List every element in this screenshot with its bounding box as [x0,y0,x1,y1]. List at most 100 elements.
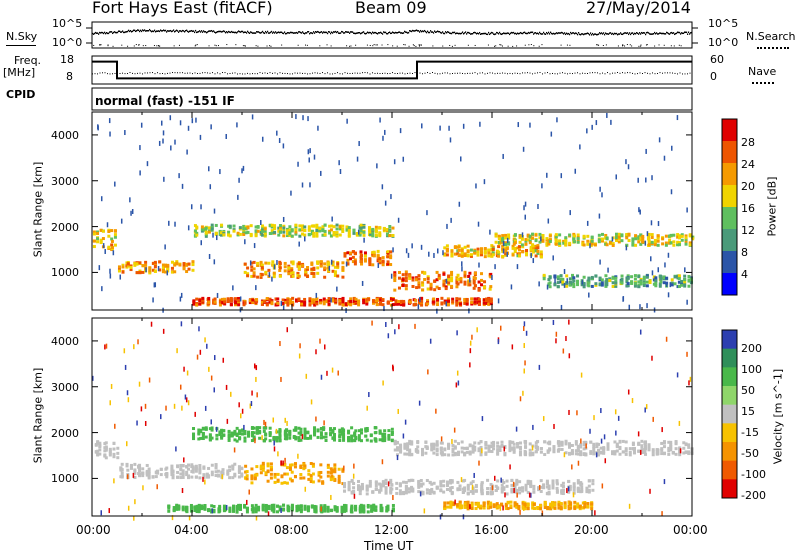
heat-cell [389,491,393,495]
heat-cell [553,282,557,286]
heat-cell [357,300,361,304]
heat-cell [684,236,688,240]
heat-cell [667,440,671,444]
heat-scatter [566,278,568,284]
heat-cell [237,505,241,509]
heat-cell [504,236,508,240]
heat-cell [604,274,608,278]
heat-cell [515,482,519,486]
heat-cell [273,472,277,476]
heat-cell [381,439,385,443]
heat-cell [179,476,183,480]
nsky-tick-bottom: 10^0 [52,36,83,49]
heat-cell [473,448,477,452]
heat-cell [576,489,580,493]
nave-point [437,73,438,75]
heat-scatter [109,273,112,279]
heat-cell [216,469,220,473]
heat-cell [113,229,117,233]
heat-cell [352,489,356,493]
heat-cell [613,452,617,456]
nsky-point [672,32,674,35]
heat-scatter [376,163,378,169]
heat-scatter [301,182,304,188]
heat-cell [400,303,404,307]
nsearch-point [173,45,175,47]
heat-cell [426,287,430,291]
heat-cell [551,484,555,488]
heat-cell [403,445,407,449]
nsky-point [415,29,417,32]
heat-cell [207,296,211,300]
nsky-point [161,30,163,32]
heat-cell [605,278,609,282]
nsky-point [369,31,371,34]
heat-cell [189,508,193,512]
heat-cell [353,433,357,437]
heat-cell [179,472,183,476]
heat-cell [451,300,455,304]
heat-cell [499,237,503,241]
heat-cell [318,229,322,233]
heat-cell [625,232,629,236]
heat-cell [222,429,226,433]
heat-cell [389,263,393,267]
heat-scatter [497,298,500,304]
heat-cell [490,244,494,248]
heat-cell [218,300,222,304]
heat-cell [447,446,451,450]
heat-cell [618,452,622,456]
heat-cell [536,445,540,449]
heat-cell [121,265,125,269]
nsky-point [492,32,494,34]
heat-cell [218,433,222,437]
heat-cell [614,279,618,283]
nave-point [407,72,408,74]
heat-cell [600,237,604,241]
heat-cell [379,301,383,305]
heat-cell [342,509,346,513]
heat-cell [247,432,251,436]
heat-cell [363,254,367,258]
nave-point [182,72,183,74]
heat-cell [202,473,206,477]
heat-cell [309,474,313,478]
heat-scatter [506,237,509,243]
nsearch-point [654,45,656,47]
heat-cell [313,299,317,303]
nave-point [324,73,326,75]
heat-cell [133,263,137,267]
heat-cell [200,229,204,233]
heat-cell [359,226,363,230]
nsky-point [412,29,414,32]
heat-cell [331,298,335,302]
heat-cell [240,472,244,476]
heat-cell [304,268,308,272]
heat-cell [379,298,383,302]
nave-tick-top: 60 [710,53,724,66]
heat-cell [338,430,342,434]
heat-cell [399,449,403,453]
heat-cell [276,472,280,476]
heat-cell [426,280,430,284]
heat-cell [312,234,316,238]
heat-cell [266,479,270,483]
heat-cell [487,449,491,453]
heat-cell [574,452,578,456]
heat-cell [587,484,591,488]
heat-cell [482,298,486,302]
heat-scatter [627,164,630,170]
heat-cell [319,470,323,474]
heat-cell [536,246,540,250]
heat-cell [144,263,148,267]
nsky-point [353,32,355,34]
heat-cell [542,485,546,489]
nave-point [332,73,333,75]
nsearch-point [350,45,352,47]
nsky-panel [86,21,698,49]
heat-cell [329,234,333,238]
heat-cell [282,503,286,507]
heat-cell [321,480,325,484]
nsky-point [486,33,488,36]
heat-cell [556,275,560,279]
